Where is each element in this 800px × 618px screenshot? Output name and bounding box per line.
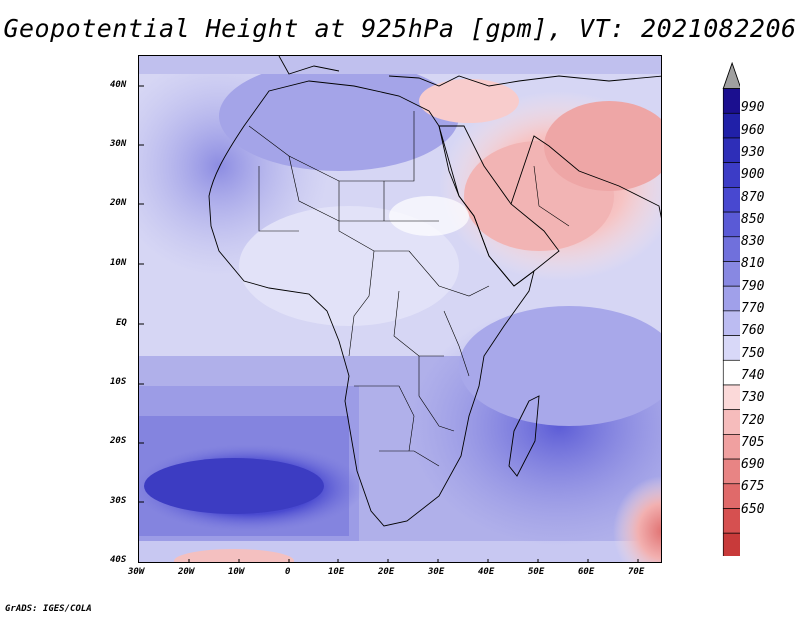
lon-label-70e: 70E — [628, 567, 645, 577]
legend-swatch — [722, 236, 740, 262]
legend-swatch — [722, 112, 740, 139]
legend-label: 705 — [741, 434, 765, 450]
lon-label-0: 0 — [285, 567, 291, 577]
legend-label: 790 — [741, 278, 765, 294]
map-title: Geopotential Height at 925hPa [gpm], VT:… — [3, 14, 797, 43]
legend-swatch — [722, 162, 740, 188]
lat-label-10n: 10N — [110, 258, 127, 268]
lon-label-60e: 60E — [578, 567, 595, 577]
legend-swatch — [722, 409, 740, 435]
lon-label-10e: 10E — [328, 567, 345, 577]
legend-swatch — [722, 335, 740, 361]
legend-swatch — [722, 532, 740, 556]
lat-label-30n: 30N — [110, 139, 127, 149]
lon-label-50e: 50E — [528, 567, 545, 577]
lon-label-30e: 30E — [428, 567, 445, 577]
map-plot-area — [138, 55, 662, 563]
legend-swatch — [722, 285, 740, 312]
legend-label: 870 — [741, 189, 765, 205]
geopotential-field — [139, 56, 661, 562]
legend-swatch — [722, 187, 740, 213]
coastlines — [208, 56, 661, 527]
legend-label: 750 — [741, 345, 765, 361]
legend-top-arrow — [722, 62, 740, 90]
legend-label: 650 — [741, 501, 765, 517]
lat-label-20s: 20S — [110, 436, 127, 446]
legend-label: 930 — [741, 144, 765, 160]
legend-label: 690 — [741, 457, 765, 473]
legend-label: 830 — [741, 234, 765, 250]
legend-swatch — [722, 310, 740, 336]
legend-label: 740 — [741, 367, 765, 383]
grads-credit: GrADS: IGES/COLA — [5, 604, 92, 614]
legend-label: 990 — [741, 100, 765, 116]
lat-label-10s: 10S — [110, 377, 127, 387]
legend-label: 810 — [741, 256, 765, 272]
axis-ticks — [139, 85, 639, 562]
lon-label-10w: 10W — [228, 567, 245, 577]
legend-swatch — [722, 359, 740, 386]
legend-label: 900 — [741, 167, 765, 183]
lat-label-40n: 40N — [110, 80, 127, 90]
lon-label-20w: 20W — [178, 567, 195, 577]
lon-label-30w: 30W — [128, 567, 145, 577]
legend-swatch — [722, 458, 740, 485]
lon-label-20e: 20E — [378, 567, 395, 577]
legend-label: 770 — [741, 301, 765, 316]
lat-label-40s: 40S — [110, 555, 127, 565]
legend-swatch — [722, 88, 740, 114]
lon-label-40e: 40E — [478, 567, 495, 577]
legend-label: 720 — [741, 412, 765, 428]
legend-label: 675 — [741, 479, 765, 495]
legend-label: 850 — [741, 211, 765, 227]
country-borders — [248, 111, 570, 467]
lat-label-30s: 30S — [110, 496, 127, 506]
legend-label: 760 — [741, 323, 765, 339]
legend-swatch — [722, 508, 740, 534]
legend-swatch — [722, 483, 740, 509]
legend-swatch — [722, 384, 740, 411]
legend-swatch — [722, 211, 740, 238]
color-legend-bar — [722, 62, 740, 556]
lat-label-eq: EQ — [116, 318, 127, 328]
legend-label: 960 — [741, 122, 765, 138]
legend-swatch — [722, 434, 740, 460]
legend-label: 730 — [741, 390, 765, 406]
lat-label-20n: 20N — [110, 198, 127, 208]
legend-swatch — [722, 261, 740, 287]
legend-swatch — [722, 137, 740, 164]
